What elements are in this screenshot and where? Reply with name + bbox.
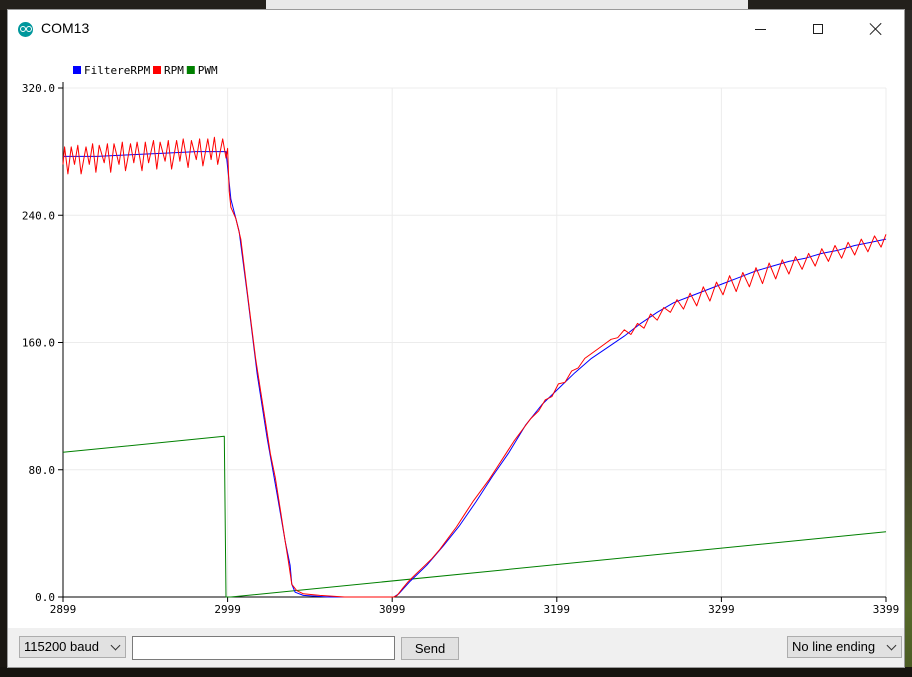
close-icon <box>869 22 883 36</box>
serial-plot-chart: 0.0 80.0 160.0 240.0 320.0 2899 2999 3099 3199 32… <box>22 64 900 616</box>
line-ending-select[interactable]: No line ending <box>787 636 902 658</box>
y-tick-label: 320.0 <box>22 82 55 95</box>
x-tick-label: 3099 <box>379 603 406 616</box>
desktop-background-bottom <box>0 667 912 677</box>
maximize-icon <box>813 24 823 34</box>
y-tick-label: 240.0 <box>22 209 55 222</box>
series-line-rpm <box>62 136 887 598</box>
send-button[interactable]: Send <box>401 637 459 660</box>
legend-swatch-rpm <box>153 66 161 74</box>
x-tick-label: 3399 <box>873 603 900 616</box>
y-tick-label: 160.0 <box>22 337 55 350</box>
x-tick-label: 3299 <box>708 603 735 616</box>
serial-input[interactable] <box>132 636 395 660</box>
bottom-toolbar: 115200 baud Send No line ending <box>8 628 904 667</box>
line-ending-value: No line ending <box>792 639 876 654</box>
baud-rate-select[interactable]: 115200 baud <box>19 636 126 658</box>
x-tick-label: 3199 <box>544 603 571 616</box>
y-tick-label: 80.0 <box>29 464 56 477</box>
legend-label-rpm: RPM <box>164 64 184 77</box>
chevron-down-icon <box>110 640 121 651</box>
y-tick-label: 0.0 <box>35 591 55 604</box>
baud-rate-value: 115200 baud <box>24 639 99 654</box>
minimize-button[interactable] <box>737 10 783 48</box>
legend-swatch-filtererpm <box>73 66 81 74</box>
window-title: COM13 <box>41 20 90 36</box>
arduino-icon <box>18 22 33 37</box>
chevron-down-icon <box>886 640 897 651</box>
minimize-icon <box>754 28 766 30</box>
serial-plotter-window: COM13 0.0 80.0 160.0 240.0 320.0 2899 2999 3099… <box>7 9 905 668</box>
x-tick-label: 2899 <box>50 603 77 616</box>
title-bar[interactable]: COM13 <box>8 10 904 48</box>
legend-label-filtererpm: FiltereRPM <box>84 64 151 77</box>
desktop-background-right <box>904 10 912 677</box>
x-tick-label: 2999 <box>214 603 241 616</box>
close-button[interactable] <box>853 10 899 48</box>
legend-swatch-pwm <box>186 66 195 74</box>
plot-area: 0.0 80.0 160.0 240.0 320.0 2899 2999 3099 3199 32… <box>8 48 904 630</box>
legend-label-pwm: PWM <box>198 64 218 77</box>
maximize-button[interactable] <box>795 10 841 48</box>
series-line-filtererpm <box>63 151 887 598</box>
series-line-pwm <box>62 435 887 598</box>
